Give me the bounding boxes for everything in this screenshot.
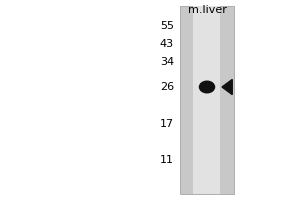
Ellipse shape [199, 81, 215, 94]
Text: 26: 26 [160, 82, 174, 92]
Text: m.liver: m.liver [188, 5, 226, 15]
Text: 55: 55 [160, 21, 174, 31]
Polygon shape [222, 79, 232, 95]
Text: 43: 43 [160, 39, 174, 49]
Text: 11: 11 [160, 155, 174, 165]
Bar [194, 6, 220, 194]
Text: 34: 34 [160, 57, 174, 67]
Bar [180, 6, 234, 194]
Text: 17: 17 [160, 119, 174, 129]
